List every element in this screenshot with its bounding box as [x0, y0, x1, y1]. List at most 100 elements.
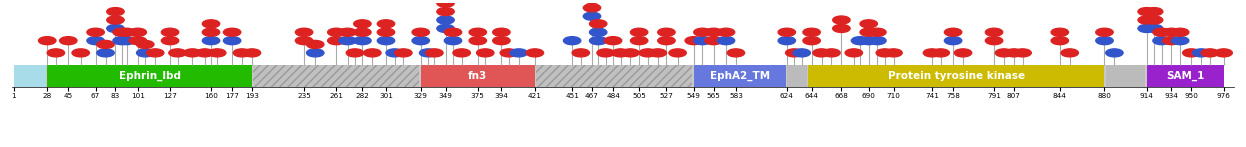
Ellipse shape	[705, 37, 723, 45]
Ellipse shape	[589, 28, 607, 36]
Ellipse shape	[1153, 28, 1170, 36]
Ellipse shape	[604, 37, 622, 45]
Ellipse shape	[923, 49, 941, 57]
Ellipse shape	[87, 37, 105, 45]
Ellipse shape	[630, 28, 648, 36]
Bar	[421, 65, 535, 87]
Ellipse shape	[295, 37, 313, 45]
Ellipse shape	[97, 40, 115, 48]
Ellipse shape	[107, 24, 125, 32]
Ellipse shape	[1014, 49, 1032, 57]
Text: SAM_1: SAM_1	[1166, 71, 1205, 81]
Text: fn3: fn3	[468, 71, 487, 81]
Ellipse shape	[243, 49, 260, 57]
Ellipse shape	[307, 49, 324, 57]
Ellipse shape	[778, 37, 795, 45]
Ellipse shape	[658, 37, 675, 45]
Text: Protein tyrosine kinase: Protein tyrosine kinase	[887, 71, 1024, 81]
Ellipse shape	[476, 49, 493, 57]
Ellipse shape	[454, 49, 471, 57]
Ellipse shape	[328, 37, 345, 45]
Text: Ephrin_lbd: Ephrin_lbd	[118, 71, 181, 81]
Ellipse shape	[470, 28, 486, 36]
Ellipse shape	[868, 28, 886, 36]
Ellipse shape	[685, 37, 703, 45]
Ellipse shape	[932, 49, 949, 57]
Ellipse shape	[47, 49, 65, 57]
Ellipse shape	[202, 28, 219, 36]
Ellipse shape	[802, 28, 820, 36]
Bar	[14, 65, 1224, 87]
Ellipse shape	[346, 49, 364, 57]
Bar	[536, 65, 693, 87]
Ellipse shape	[778, 28, 795, 36]
Ellipse shape	[705, 28, 723, 36]
Ellipse shape	[386, 49, 404, 57]
Ellipse shape	[728, 49, 745, 57]
Ellipse shape	[1052, 37, 1069, 45]
Ellipse shape	[233, 49, 250, 57]
Ellipse shape	[1171, 28, 1189, 36]
Ellipse shape	[845, 49, 862, 57]
Ellipse shape	[1138, 24, 1155, 32]
Ellipse shape	[694, 37, 711, 45]
Ellipse shape	[492, 28, 510, 36]
Ellipse shape	[996, 49, 1013, 57]
Ellipse shape	[223, 37, 240, 45]
Ellipse shape	[1006, 49, 1023, 57]
Ellipse shape	[307, 40, 324, 48]
Ellipse shape	[1138, 16, 1155, 24]
Ellipse shape	[944, 28, 962, 36]
Ellipse shape	[868, 37, 886, 45]
Ellipse shape	[107, 8, 125, 16]
Ellipse shape	[328, 28, 345, 36]
Ellipse shape	[1201, 49, 1219, 57]
Ellipse shape	[718, 37, 735, 45]
Ellipse shape	[196, 49, 213, 57]
Ellipse shape	[378, 37, 395, 45]
Ellipse shape	[208, 49, 226, 57]
Ellipse shape	[118, 28, 136, 36]
Ellipse shape	[944, 37, 962, 45]
Ellipse shape	[822, 49, 840, 57]
Ellipse shape	[1163, 28, 1180, 36]
Ellipse shape	[364, 49, 381, 57]
Ellipse shape	[954, 49, 972, 57]
Bar	[536, 65, 693, 87]
Ellipse shape	[1052, 28, 1069, 36]
Ellipse shape	[832, 16, 850, 24]
Ellipse shape	[526, 49, 543, 57]
Ellipse shape	[1215, 49, 1232, 57]
Ellipse shape	[378, 28, 395, 36]
Ellipse shape	[802, 37, 820, 45]
Ellipse shape	[1105, 49, 1123, 57]
Ellipse shape	[412, 37, 430, 45]
Bar	[786, 65, 806, 87]
Ellipse shape	[583, 12, 601, 20]
Ellipse shape	[113, 28, 131, 36]
Ellipse shape	[860, 37, 877, 45]
Ellipse shape	[97, 49, 115, 57]
Ellipse shape	[437, 24, 455, 32]
Ellipse shape	[1095, 28, 1113, 36]
Ellipse shape	[639, 49, 657, 57]
Ellipse shape	[445, 28, 462, 36]
Ellipse shape	[792, 49, 810, 57]
Ellipse shape	[437, 16, 455, 24]
Bar	[1105, 65, 1145, 87]
Bar	[694, 65, 785, 87]
Ellipse shape	[500, 49, 517, 57]
Ellipse shape	[339, 28, 356, 36]
Ellipse shape	[87, 28, 105, 36]
Ellipse shape	[563, 37, 581, 45]
Ellipse shape	[118, 37, 136, 45]
Ellipse shape	[832, 24, 850, 32]
Ellipse shape	[162, 37, 178, 45]
Ellipse shape	[130, 28, 147, 36]
Ellipse shape	[378, 20, 395, 28]
Bar	[807, 65, 1104, 87]
Ellipse shape	[860, 20, 877, 28]
Bar	[1146, 65, 1224, 87]
Ellipse shape	[72, 49, 90, 57]
Ellipse shape	[295, 28, 313, 36]
